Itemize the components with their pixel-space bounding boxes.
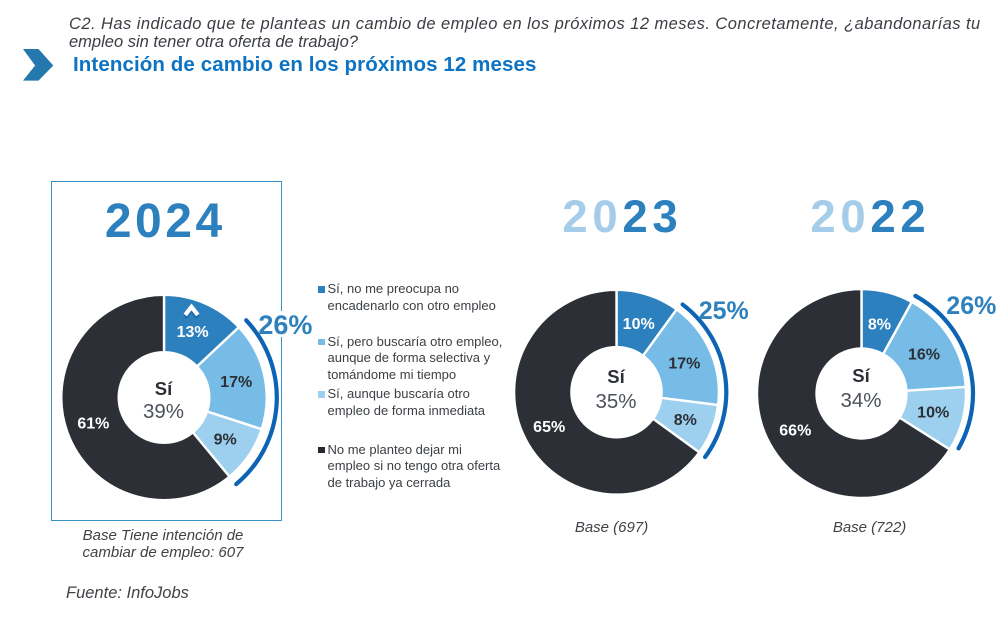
svg-text:17%: 17% xyxy=(668,355,700,372)
svg-text:66%: 66% xyxy=(779,422,811,439)
svg-text:8%: 8% xyxy=(868,316,891,333)
svg-text:Sí: Sí xyxy=(155,378,173,399)
svg-text:61%: 61% xyxy=(77,415,109,432)
svg-text:13%: 13% xyxy=(177,324,209,341)
svg-text:17%: 17% xyxy=(220,374,252,391)
svg-text:16%: 16% xyxy=(908,346,940,363)
svg-text:8%: 8% xyxy=(674,412,697,429)
svg-text:10%: 10% xyxy=(917,404,949,421)
svg-text:34%: 34% xyxy=(840,389,881,412)
svg-text:65%: 65% xyxy=(533,419,565,436)
svg-text:39%: 39% xyxy=(143,400,184,423)
svg-text:10%: 10% xyxy=(623,316,655,333)
svg-text:Sí: Sí xyxy=(607,366,625,387)
svg-text:9%: 9% xyxy=(214,432,237,449)
svg-text:35%: 35% xyxy=(595,390,636,413)
svg-text:Sí: Sí xyxy=(852,365,870,386)
